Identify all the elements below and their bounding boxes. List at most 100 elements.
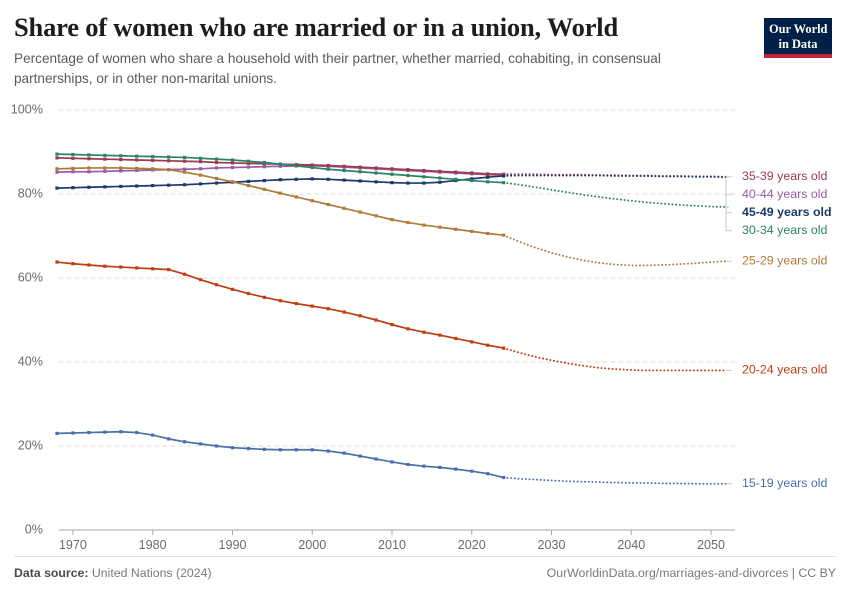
chart-plot-area[interactable]: 0% 20% 40% 60% 80% 100% 1970 1980 1990 2000 2010 20… xyxy=(0,95,850,555)
data-point-marker xyxy=(198,173,203,177)
series-15-19-years-old[interactable] xyxy=(55,430,728,485)
data-point-marker xyxy=(151,155,155,159)
data-point-marker xyxy=(167,183,171,187)
x-axis-tick-label: 2000 xyxy=(298,538,326,552)
data-point-marker xyxy=(103,264,107,268)
x-axis-tick-label: 1970 xyxy=(59,538,87,552)
data-point-marker xyxy=(71,170,75,174)
data-point-marker xyxy=(214,283,219,287)
data-point-marker xyxy=(151,267,155,271)
data-point-marker xyxy=(310,165,314,170)
data-point-marker xyxy=(246,291,251,296)
data-point-marker xyxy=(151,167,155,171)
attribution-link[interactable]: OurWorldinData.org/marriages-and-divorce… xyxy=(546,566,836,580)
legend-label-30-34-years-old[interactable]: 30-34 years old xyxy=(742,223,828,237)
chart-subtitle: Percentage of women who share a househol… xyxy=(14,51,661,86)
data-point-marker xyxy=(246,159,251,163)
data-point-marker xyxy=(406,220,410,225)
data-point-marker xyxy=(71,152,75,157)
data-point-marker xyxy=(183,155,187,160)
data-point-marker xyxy=(151,433,155,437)
series-projection-line xyxy=(502,476,728,485)
data-point-marker xyxy=(470,178,474,183)
series-45-49-years-old[interactable] xyxy=(55,174,728,190)
data-point-marker xyxy=(103,153,107,157)
legend-label-35-39-years-old[interactable]: 35-39 years old xyxy=(742,169,828,183)
x-axis-tick-label: 2020 xyxy=(458,538,486,552)
data-point-marker xyxy=(438,176,442,180)
data-point-marker xyxy=(135,154,139,158)
data-point-marker xyxy=(294,177,298,181)
data-point-marker xyxy=(310,448,314,452)
data-point-marker xyxy=(87,430,91,435)
data-point-marker xyxy=(422,168,426,173)
data-point-marker xyxy=(374,180,378,184)
data-point-marker xyxy=(374,214,378,218)
data-point-marker xyxy=(422,175,426,179)
y-axis-tick-label: 0% xyxy=(25,522,43,536)
legend-label-25-29-years-old[interactable]: 25-29 years old xyxy=(742,253,828,267)
owid-logo[interactable]: Our World in Data xyxy=(764,18,832,59)
data-point-marker xyxy=(55,431,59,435)
data-point-marker xyxy=(470,229,474,233)
data-point-marker xyxy=(183,170,187,174)
data-point-marker xyxy=(183,167,187,171)
data-point-marker xyxy=(183,272,187,276)
data-point-marker xyxy=(342,206,346,210)
page-title: Share of women who are married or in a u… xyxy=(14,12,618,42)
data-point-marker xyxy=(55,170,59,174)
data-point-marker xyxy=(294,448,298,452)
y-axis-tick-label: 40% xyxy=(18,354,43,368)
data-point-marker xyxy=(326,177,330,181)
x-axis-tick-label: 2040 xyxy=(617,538,645,552)
legend-label-15-19-years-old[interactable]: 15-19 years old xyxy=(742,476,828,490)
data-point-marker xyxy=(342,451,346,455)
series-30-34-years-old[interactable] xyxy=(55,152,728,208)
data-point-marker xyxy=(262,187,266,191)
data-point-marker xyxy=(358,454,362,458)
series-projection-line xyxy=(502,181,728,208)
data-point-marker xyxy=(167,168,171,172)
line-chart-svg[interactable]: 0% 20% 40% 60% 80% 100% 1970 1980 1990 2000 2010 20… xyxy=(0,95,850,555)
data-point-marker xyxy=(374,318,378,322)
data-point-marker xyxy=(214,181,219,185)
data-point-marker xyxy=(278,299,282,303)
data-point-marker xyxy=(326,163,330,168)
data-point-marker xyxy=(390,181,394,185)
legend-label-45-49-years-old[interactable]: 45-49 years old xyxy=(742,205,832,219)
data-point-marker xyxy=(71,166,75,170)
data-point-marker xyxy=(87,153,91,157)
data-point-marker xyxy=(278,191,282,195)
data-point-marker xyxy=(278,448,282,452)
data-point-marker xyxy=(103,430,107,434)
owid-logo-line2: in Data xyxy=(778,36,818,51)
data-point-marker xyxy=(214,157,219,161)
data-point-marker xyxy=(454,467,458,471)
legend-label-20-24-years-old[interactable]: 20-24 years old xyxy=(742,363,828,377)
series-25-29-years-old[interactable] xyxy=(55,166,728,267)
series-20-24-years-old[interactable] xyxy=(55,260,728,372)
data-point-marker xyxy=(167,268,171,272)
x-axis-tick-label: 1980 xyxy=(139,538,167,552)
data-point-marker xyxy=(486,472,490,476)
data-point-marker xyxy=(151,158,155,162)
data-point-marker xyxy=(342,310,346,314)
data-point-marker xyxy=(198,156,203,160)
y-axis-tick-label: 60% xyxy=(18,270,43,284)
data-point-marker xyxy=(230,180,235,184)
data-point-marker xyxy=(358,210,362,214)
data-point-marker xyxy=(103,166,107,170)
data-point-marker xyxy=(406,462,410,467)
data-point-marker xyxy=(103,157,107,161)
data-point-marker xyxy=(422,223,426,227)
data-point-marker xyxy=(198,160,203,164)
data-point-marker xyxy=(119,166,123,170)
data-point-marker xyxy=(214,176,219,181)
data-point-marker xyxy=(183,159,187,163)
data-point-marker xyxy=(358,165,362,169)
data-point-marker xyxy=(87,185,91,189)
legend-label-40-44-years-old[interactable]: 40-44 years old xyxy=(742,187,828,201)
data-point-marker xyxy=(454,170,458,174)
data-point-marker xyxy=(230,446,235,450)
